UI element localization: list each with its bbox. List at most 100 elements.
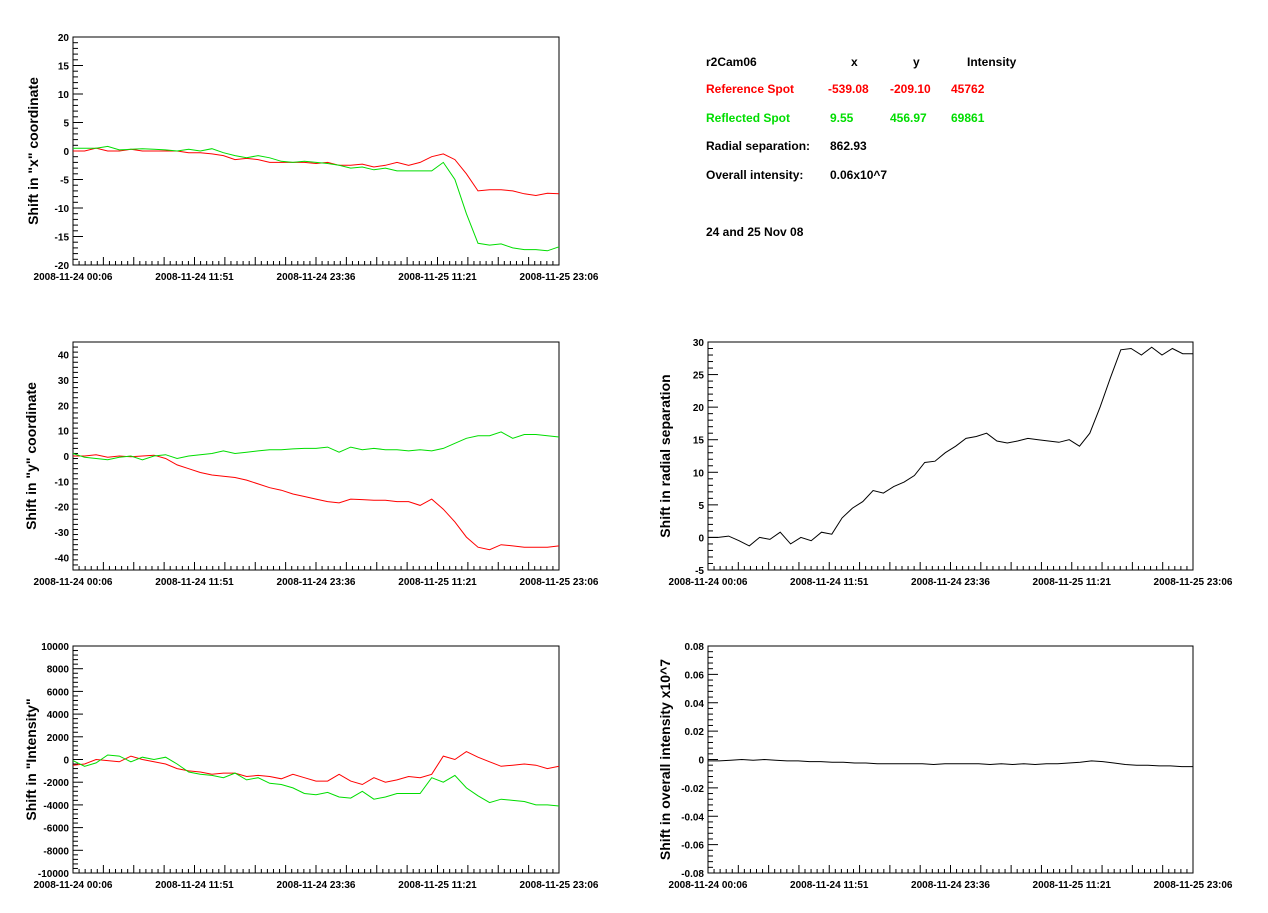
x-tick-label: 2008-11-24 00:06 [34,880,113,891]
y-tick-label: -5 [60,176,69,187]
y-tick-label: 0.08 [685,642,705,653]
y-tick-label: 15 [58,62,70,73]
x-tick-label: 2008-11-24 23:36 [277,880,356,891]
plot-frame [72,645,560,874]
x-tick-label: 2008-11-24 23:36 [277,272,356,283]
y-tick-label: 4000 [47,710,70,721]
plot-shift-radial: -5 0 5 10 15 20 25 30 2008-11-24 00:06 2008-11-24… [657,338,1233,588]
y-axis-title: Shift in "Intensity" [23,698,39,820]
column-intensity-header: Intensity [967,55,1017,69]
y-axis-title: Shift in "x" coordinate [25,77,41,225]
y-tick-label: 0 [63,452,69,463]
y-tick-label: 40 [58,351,70,362]
y-axis-title: Shift in "y" coordinate [23,382,39,530]
radial-separation-label: Radial separation: [706,139,811,153]
y-axis-title: Shift in overall intensity x10^7 [657,659,673,860]
y-tick-label: -30 [55,528,70,539]
x-tick-label: 2008-11-24 11:51 [155,577,234,588]
plot-shift-intensity: -10000 -8000 -6000 -4000 -2000 0 2000 4000 6000 8… [23,642,599,891]
x-tick-label: 2008-11-25 23:06 [520,272,599,283]
y-tick-label: 0 [698,533,704,544]
y-tick-label: -0.08 [681,869,704,880]
y-tick-label: 10000 [41,642,69,653]
y-tick-label: 20 [58,33,70,44]
x-tick-label: 2008-11-25 11:21 [398,880,477,891]
x-tick-label: 2008-11-25 23:06 [1154,880,1233,891]
y-tick-label: -0.06 [681,841,704,852]
x-tick-label: 2008-11-24 11:51 [155,880,234,891]
x-tick-label: 2008-11-24 00:06 [34,577,113,588]
overall-intensity-value: 0.06x10^7 [830,168,888,182]
y-tick-label: 20 [693,403,705,414]
reflected-spot-label: Reflected Spot [706,111,791,125]
plot-frame [707,645,1194,874]
y-tick-label: -10 [55,477,70,488]
y-tick-label: 0 [63,147,69,158]
y-tick-label: -20 [55,261,70,272]
x-tick-label: 2008-11-24 23:36 [911,577,990,588]
x-tick-label: 2008-11-24 23:36 [911,880,990,891]
series-line-1 [72,754,560,807]
y-tick-label: 30 [693,338,705,349]
y-tick-label: -4000 [43,801,69,812]
y-tick-label: -20 [55,503,70,514]
reference-spot-intensity: 45762 [951,82,985,96]
x-tick-label: 2008-11-25 23:06 [520,577,599,588]
y-tick-label: 2000 [47,733,70,744]
y-tick-label: -15 [55,233,70,244]
x-tick-label: 2008-11-24 11:51 [790,880,869,891]
series-line-0 [73,454,560,551]
y-tick-label: 0.06 [685,670,705,681]
y-axis-title: Shift in radial separation [657,374,673,537]
series-line-0 [708,346,1193,547]
x-tick-label: 2008-11-24 00:06 [34,272,113,283]
x-tick-label: 2008-11-24 00:06 [669,880,748,891]
camera-label: r2Cam06 [706,55,757,69]
overall-intensity-label: Overall intensity: [706,168,804,182]
y-tick-label: -8000 [43,846,69,857]
y-tick-label: -5 [695,566,704,577]
y-tick-label: 10 [58,427,70,438]
y-tick-label: 10 [58,90,70,101]
reflected-spot-x: 9.55 [830,111,854,125]
plot-shift-overall: -0.08 -0.06 -0.04 -0.02 0 0.02 0.04 0.06 0.08 200… [657,642,1233,891]
series-line-0 [708,758,1193,768]
x-tick-label: 2008-11-24 23:36 [277,577,356,588]
x-tick-label: 2008-11-25 11:21 [398,577,477,588]
column-y-header: y [913,55,920,69]
column-x-header: x [851,55,858,69]
y-tick-label: 6000 [47,687,70,698]
x-tick-label: 2008-11-25 11:21 [1033,577,1112,588]
x-tick-label: 2008-11-24 11:51 [155,272,234,283]
series-line-1 [72,431,560,461]
series-line-0 [73,147,560,197]
y-tick-label: -0.04 [681,812,704,823]
y-tick-label: 10 [693,468,705,479]
plot-frame [707,341,1194,571]
reference-spot-x: -539.08 [828,82,869,96]
y-tick-label: 0.02 [685,727,705,738]
y-tick-label: 5 [63,119,69,130]
radial-separation-value: 862.93 [830,139,867,153]
reflected-spot-intensity: 69861 [951,111,985,125]
x-tick-label: 2008-11-25 11:21 [398,272,477,283]
series-line-1 [73,145,560,252]
y-tick-label: 20 [58,401,70,412]
y-tick-label: -10000 [38,869,70,880]
y-tick-label: -10 [55,204,70,215]
y-tick-label: 0.04 [685,699,705,710]
y-tick-label: -6000 [43,824,69,835]
y-tick-label: 8000 [47,665,70,676]
y-tick-label: 25 [693,371,705,382]
plot-shift-y: -40 -30 -20 -10 0 10 20 30 40 2008-11-24 00:06 200… [23,341,599,588]
reference-spot-y: -209.10 [890,82,931,96]
x-tick-label: 2008-11-25 23:06 [1154,577,1233,588]
y-tick-label: 0 [63,756,69,767]
x-tick-label: 2008-11-24 11:51 [790,577,869,588]
y-tick-label: 30 [58,376,70,387]
reflected-spot-y: 456.97 [890,111,927,125]
y-tick-label: 0 [698,756,704,767]
x-tick-label: 2008-11-25 23:06 [520,880,599,891]
y-tick-label: 5 [698,501,704,512]
